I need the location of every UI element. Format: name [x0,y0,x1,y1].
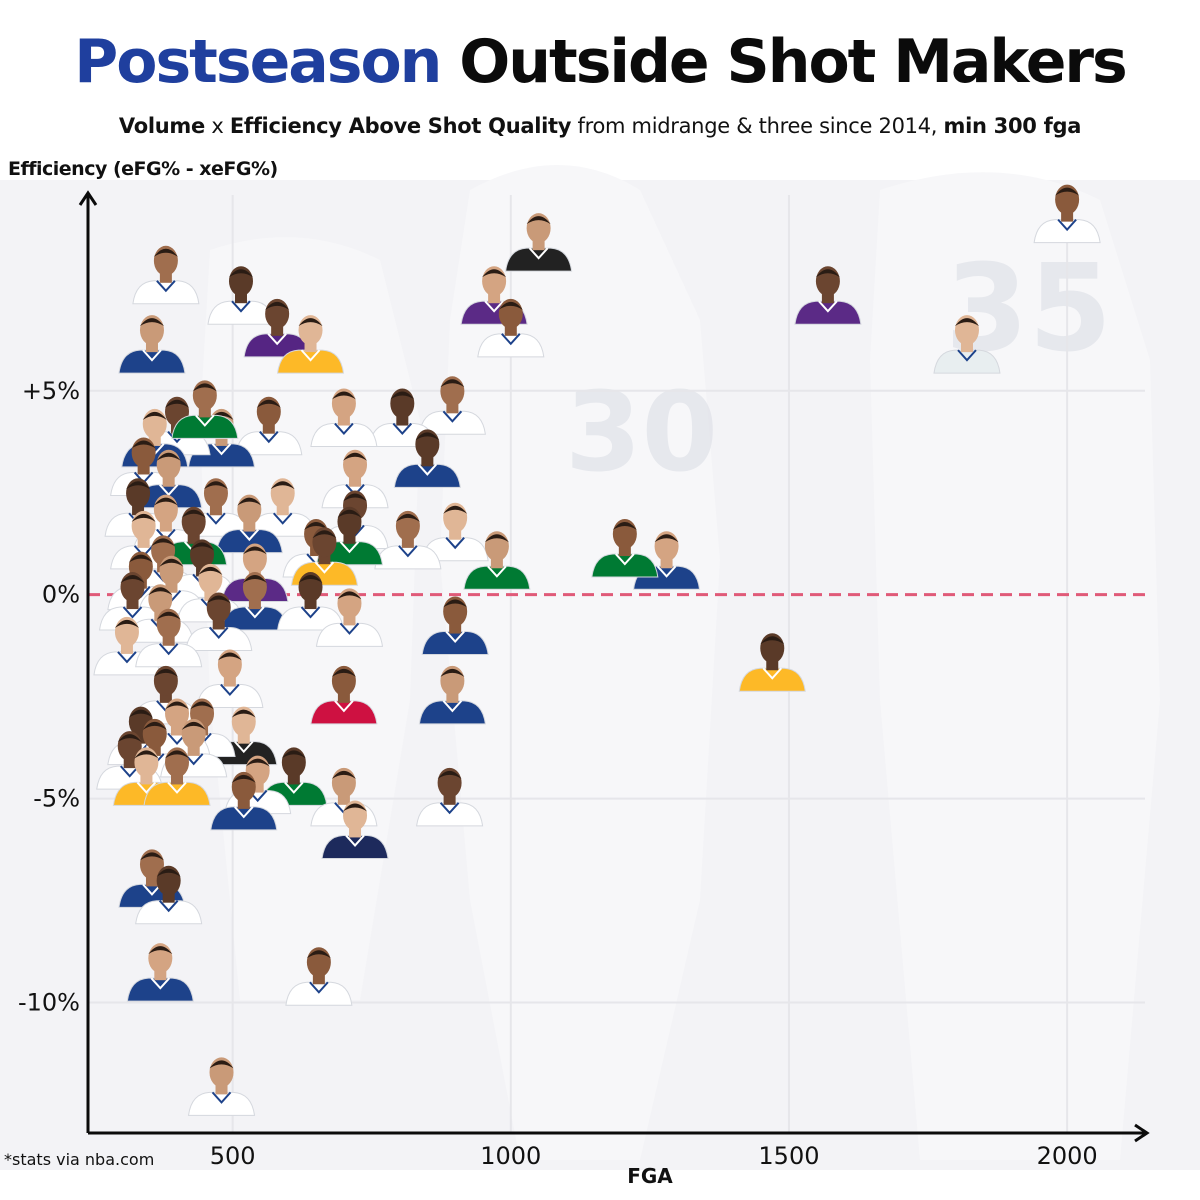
player-headshot-point [221,572,289,631]
y-tick-label: -5% [33,785,80,813]
player-headshot-point [315,588,384,647]
subtitle-efficiency: Efficiency Above Shot Quality [229,114,572,138]
subtitle-volume: Volume [118,114,205,138]
player-headshot-point [505,213,573,272]
y-axis-label: Efficiency (eFG% - xeFG%) [8,158,278,180]
x-axis-arrow [1134,1123,1150,1143]
player-headshot-point [418,665,486,725]
player-headshot-point [276,315,345,374]
player-headshot-point [196,649,264,709]
player-headshot-point [591,519,659,578]
player-headshot-point [118,315,186,374]
y-axis-arrow [78,190,98,206]
player-headshot-point [794,266,862,325]
player-headshot-point [135,608,203,668]
svg-text:30: 30 [565,368,718,496]
player-headshot-point [321,449,389,509]
player-headshot-point [207,266,275,325]
player-headshot-point [374,510,442,570]
player-headshot-point [421,502,489,562]
title-rest: Outside Shot Makers [459,27,1127,97]
source-note: *stats via nba.com [4,1150,155,1169]
player-headshot-point [210,771,278,831]
player-headshot-point [143,747,211,806]
player-headshot-point [310,665,378,725]
player-headshot-point [126,943,194,1002]
player-headshot-point [243,298,311,358]
player-headshot-point [187,1057,256,1116]
y-tick-label: +5% [22,377,80,405]
x-tick-label: 2000 [1037,1142,1098,1170]
player-headshot-point [132,245,200,305]
player-headshot-point [235,396,303,456]
player-headshot-point [135,865,203,925]
title-accent: Postseason [74,27,442,97]
x-tick-label: 500 [210,1142,256,1170]
x-tick-label: 1000 [480,1142,541,1170]
player-headshot-point [285,947,353,1006]
chart-title: Postseason Outside Shot Makers [0,22,1200,102]
player-headshot-point [276,572,345,631]
x-axis-label: FGA [627,1164,673,1188]
player-headshot-point [185,592,253,651]
player-headshot-point [215,494,283,554]
subtitle-min: min 300 fga [943,114,1082,138]
player-headshot-point [418,376,486,435]
player-headshot-point [421,596,489,656]
player-headshot-point [477,298,545,358]
player-headshot-point [310,388,378,448]
player-headshot-point [416,767,484,827]
player-headshot-point [738,633,806,692]
player-headshot-point [1033,184,1101,244]
player-headshot-point [171,380,239,439]
player-headshot-point [933,315,1001,374]
subtitle-middle: from midrange & three since 2014, [571,114,944,138]
player-headshot-point [463,531,531,590]
x-tick-label: 1500 [758,1142,819,1170]
subtitle-x: x [204,114,230,138]
y-tick-label: -10% [18,988,80,1016]
player-headshot-point [393,429,461,488]
y-tick-label: 0% [42,581,80,609]
chart-subtitle: Volume x Efficiency Above Shot Quality f… [0,114,1200,138]
player-headshot-point [321,800,389,859]
